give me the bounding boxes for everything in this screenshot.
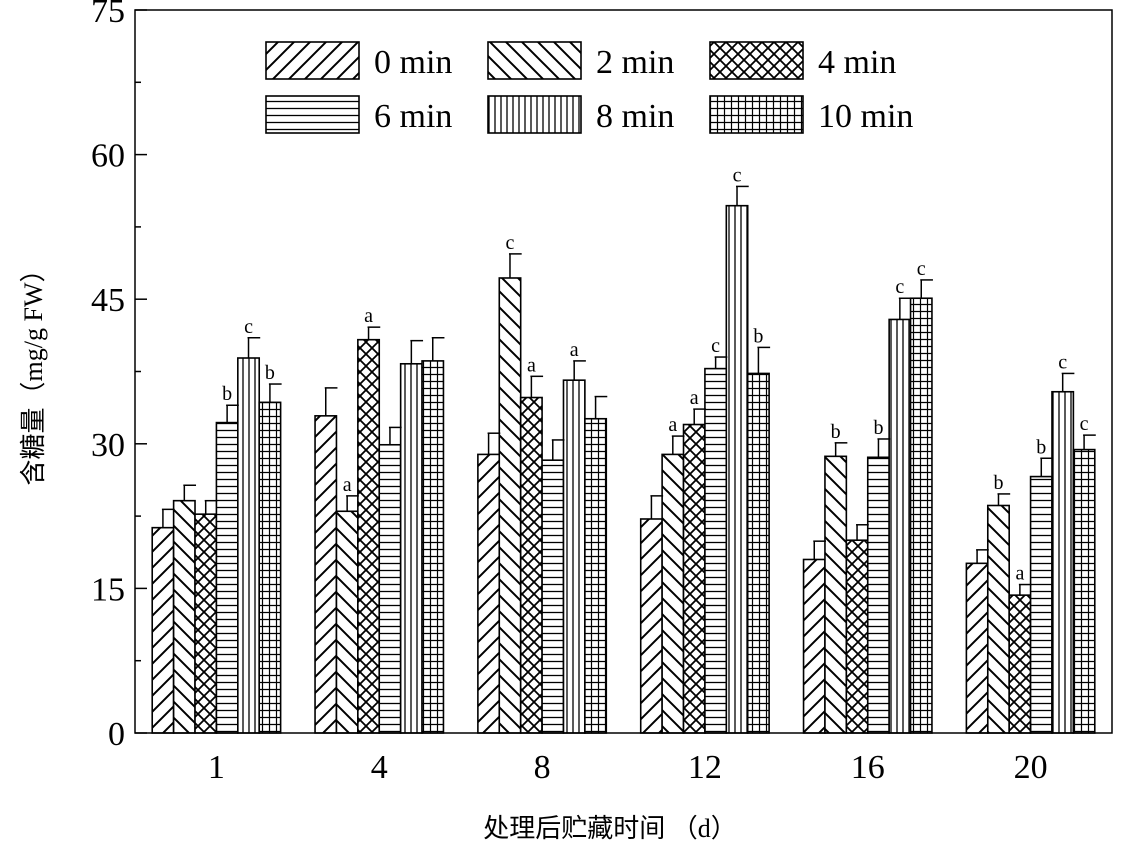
bar-2min-day12 — [661, 453, 685, 734]
bar-8min-day16 — [888, 318, 912, 734]
legend-swatch-8min — [487, 95, 582, 134]
bar-10min-day16 — [909, 297, 933, 734]
significance-label: b — [873, 417, 883, 439]
y-tick-label: 15 — [91, 571, 125, 608]
significance-label: c — [1058, 351, 1067, 373]
legend-label: 4 min — [818, 44, 896, 81]
y-tick-label: 60 — [91, 138, 125, 175]
error-bars-layer — [161, 185, 1096, 596]
significance-label: c — [506, 232, 515, 254]
significance-label: c — [733, 164, 742, 186]
bar-10min-day20 — [1072, 448, 1096, 734]
significance-label: a — [364, 305, 373, 327]
legend-swatch-4min — [709, 41, 804, 80]
significance-label: a — [343, 474, 352, 496]
bar-6min-day1 — [215, 421, 239, 734]
bar-4min-day1 — [194, 513, 218, 734]
bar-4min-day8 — [519, 396, 543, 734]
legend-swatch-6min — [265, 95, 360, 134]
significance-label: a — [668, 414, 677, 436]
significance-label: c — [917, 258, 926, 280]
bar-6min-day12 — [704, 367, 728, 734]
legend-swatch-10min — [709, 95, 804, 134]
significance-label: b — [1036, 436, 1046, 458]
bar-0min-day20 — [965, 562, 989, 734]
x-tick-label: 8 — [534, 749, 551, 786]
bar-2min-day16 — [824, 455, 848, 734]
legend: 0 min 2 min 4 min 6 min 8 min 10 min — [265, 41, 913, 135]
x-axis: 1 4 8 12 16 20 — [208, 723, 1048, 786]
significance-label: a — [527, 354, 536, 376]
bar-8min-day1 — [237, 357, 261, 734]
bar-0min-day8 — [477, 453, 501, 734]
legend-label: 10 min — [818, 98, 913, 135]
bar-8min-day8 — [562, 379, 586, 734]
bar-2min-day20 — [986, 504, 1010, 734]
y-axis-title: 含糖量（mg/g FW） — [19, 257, 48, 486]
y-tick-label: 75 — [91, 0, 125, 30]
bar-10min-day4 — [421, 360, 445, 734]
bar-6min-day8 — [541, 459, 565, 734]
bar-0min-day4 — [314, 415, 338, 734]
significance-label: a — [570, 339, 579, 361]
x-tick-label: 12 — [688, 749, 722, 786]
y-tick-label: 30 — [91, 427, 125, 464]
x-tick-label: 20 — [1014, 749, 1048, 786]
legend-swatch-2min — [487, 41, 582, 80]
bar-8min-day4 — [399, 362, 423, 734]
bar-0min-day16 — [802, 558, 826, 734]
x-tick-label: 16 — [851, 749, 885, 786]
significance-label: c — [1080, 413, 1089, 435]
x-tick-label: 1 — [208, 749, 225, 786]
significance-label: c — [895, 276, 904, 298]
bar-2min-day8 — [498, 277, 522, 734]
bar-6min-day20 — [1029, 475, 1053, 734]
bar-0min-day12 — [639, 518, 663, 734]
significance-label: c — [244, 316, 253, 338]
bars-layer — [151, 204, 1096, 734]
bar-8min-day12 — [725, 204, 749, 734]
significance-label: a — [1015, 563, 1024, 585]
y-tick-label: 45 — [91, 282, 125, 319]
bar-6min-day16 — [866, 456, 890, 734]
legend-label: 8 min — [596, 98, 674, 135]
x-axis-title: 处理后贮藏时间 （d） — [483, 814, 737, 843]
bar-8min-day20 — [1051, 390, 1075, 734]
bar-2min-day4 — [335, 510, 359, 734]
legend-label: 0 min — [374, 44, 452, 81]
significance-label: b — [753, 325, 763, 347]
legend-label: 6 min — [374, 98, 452, 135]
bar-4min-day20 — [1008, 594, 1032, 734]
significance-label: b — [831, 421, 841, 443]
bar-10min-day1 — [258, 401, 282, 734]
significance-label: b — [993, 472, 1003, 494]
significance-label: a — [690, 387, 699, 409]
significance-label: c — [711, 335, 720, 357]
bar-10min-day12 — [746, 372, 770, 734]
bar-4min-day4 — [357, 338, 381, 734]
y-tick-label: 0 — [108, 716, 125, 753]
bar-4min-day12 — [682, 423, 706, 734]
bar-10min-day8 — [584, 417, 608, 734]
legend-label: 2 min — [596, 44, 674, 81]
x-tick-label: 4 — [371, 749, 388, 786]
bar-4min-day16 — [845, 539, 869, 734]
bar-0min-day1 — [151, 526, 175, 734]
bar-2min-day1 — [172, 499, 196, 734]
bar-6min-day4 — [378, 443, 402, 734]
legend-swatch-0min — [265, 41, 360, 80]
significance-label: b — [265, 362, 275, 384]
significance-label: b — [222, 383, 232, 405]
y-axis: 0 15 30 45 60 75 — [91, 0, 147, 753]
